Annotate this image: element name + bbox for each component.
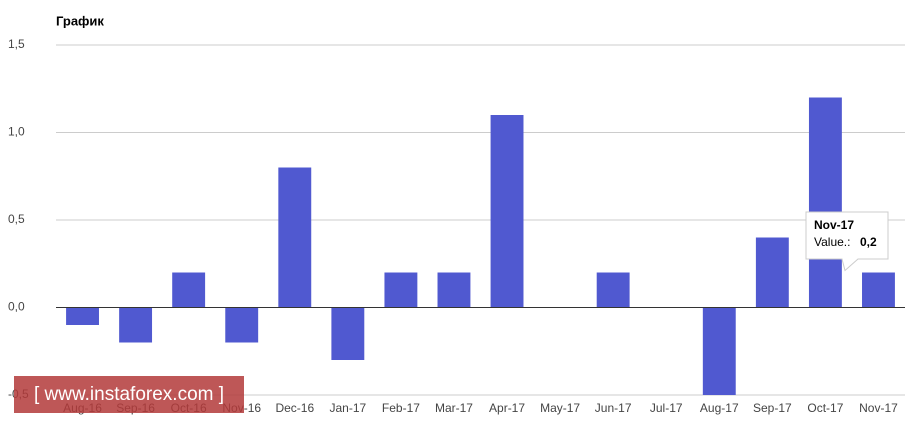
x-tick-label: Sep-17	[753, 401, 792, 415]
tooltip-box	[805, 211, 889, 272]
chart-title: График	[56, 13, 104, 28]
x-tick-label: Aug-17	[700, 401, 739, 415]
bar	[225, 307, 259, 343]
bar	[172, 272, 206, 308]
x-tick-label: Apr-17	[489, 401, 525, 415]
x-tick-label: Mar-17	[435, 401, 473, 415]
bar	[596, 272, 630, 308]
bar	[278, 167, 312, 308]
y-tick-label: 1,5	[8, 37, 25, 51]
tooltip: Nov-17 Value.: 0,2	[805, 211, 889, 272]
bar	[755, 237, 789, 308]
x-tick-label: Jun-17	[595, 401, 632, 415]
bar	[384, 272, 418, 308]
bar	[490, 115, 524, 308]
tooltip-title: Nov-17	[814, 218, 854, 232]
tooltip-label: Value.:	[814, 235, 850, 249]
x-tick-label: Jul-17	[650, 401, 683, 415]
x-tick-label: Feb-17	[382, 401, 420, 415]
x-tick-label: Dec-16	[275, 401, 314, 415]
x-tick-label: May-17	[540, 401, 580, 415]
bar	[331, 307, 365, 360]
bar	[437, 272, 471, 308]
tooltip-value: 0,2	[860, 235, 877, 249]
bar	[862, 272, 895, 308]
y-tick-label: 0,5	[8, 212, 25, 226]
y-tick-label: 0,0	[8, 300, 25, 314]
bar	[66, 307, 99, 325]
bar	[702, 307, 736, 395]
watermark-bg	[14, 376, 244, 413]
x-tick-label: Oct-17	[807, 401, 843, 415]
bar	[119, 307, 153, 343]
x-tick-label: Jan-17	[329, 401, 366, 415]
bar	[808, 97, 842, 308]
watermark: [ www.instaforex.com ]	[34, 384, 224, 405]
y-tick-label: 1,0	[8, 125, 25, 139]
x-tick-label: Nov-17	[859, 401, 898, 415]
